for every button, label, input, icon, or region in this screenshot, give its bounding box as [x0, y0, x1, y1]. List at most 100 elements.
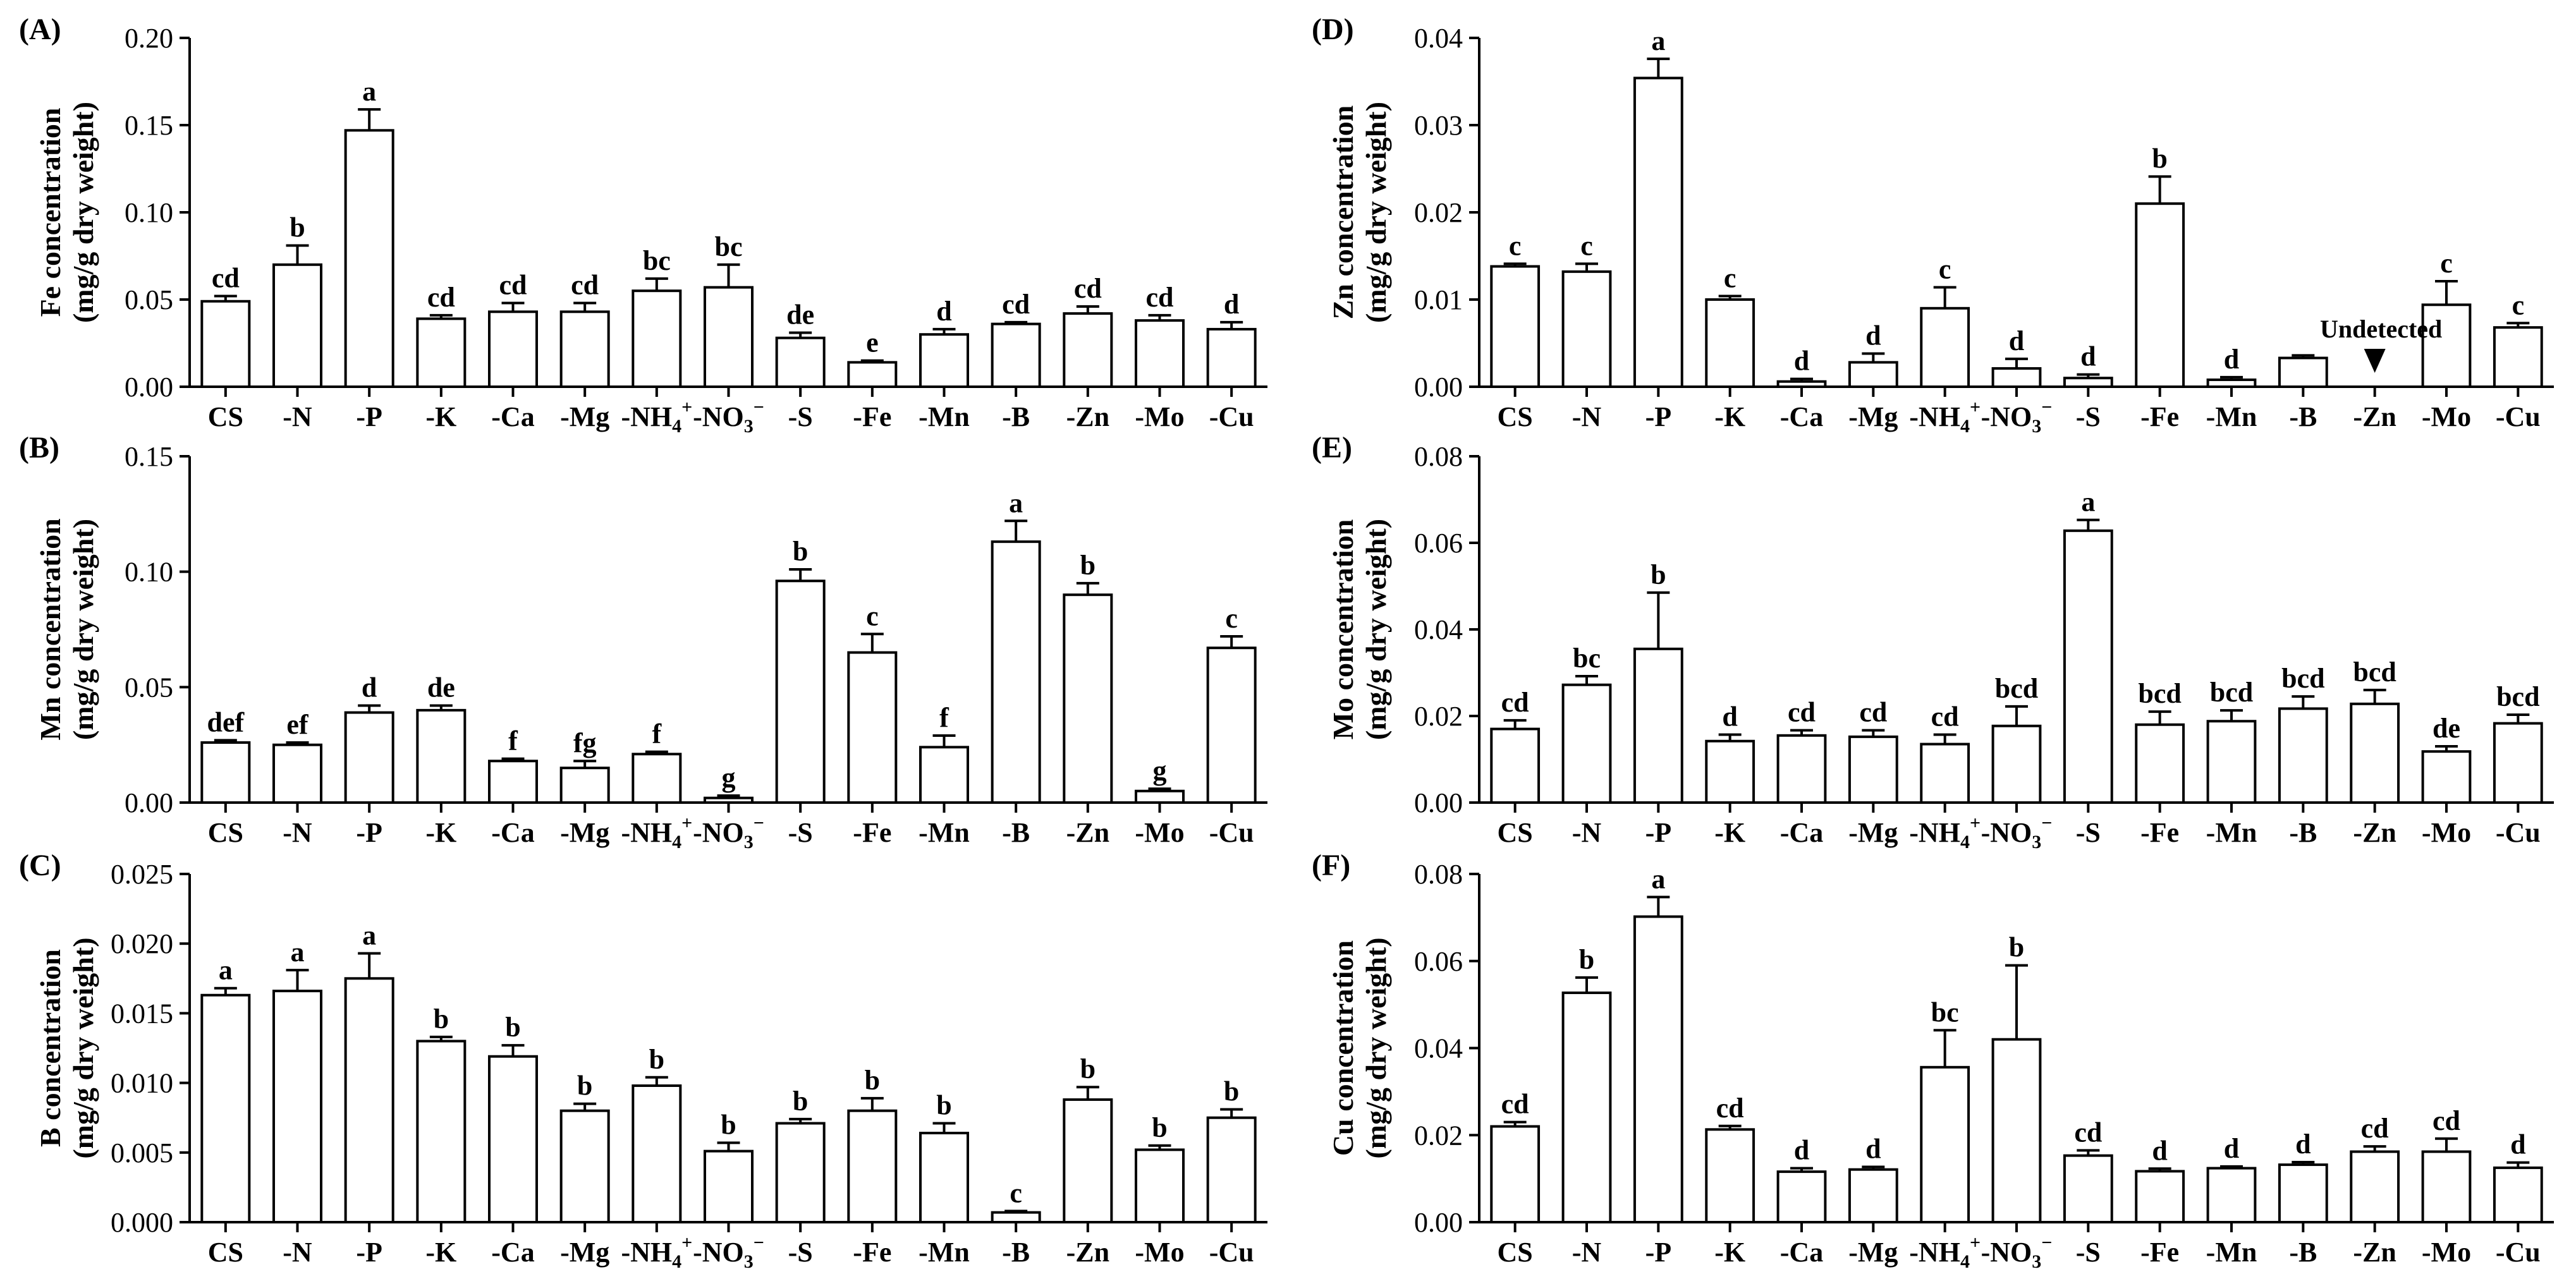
x-tick-label: -Mo	[2422, 401, 2471, 432]
significance-letter: bcd	[1995, 673, 2038, 704]
x-tick-label: -S	[2076, 401, 2101, 432]
y-tick-label: 0.20	[125, 23, 173, 54]
bar	[2135, 1170, 2185, 1224]
bar	[1991, 367, 2042, 389]
significance-letter: cd	[1859, 697, 1887, 728]
significance-letter: a	[291, 937, 305, 968]
significance-letter: a	[1651, 25, 1665, 56]
undetected-note: Undetected	[2320, 315, 2442, 343]
y-axis-title: (mg/g dry weight)	[67, 102, 99, 323]
y-tick-label: 0.015	[111, 998, 173, 1029]
y-axis-title: Zn concentration	[1327, 106, 1359, 320]
significance-letter: b	[1080, 550, 1096, 581]
x-tick-label: -P	[1645, 401, 1672, 432]
significance-letter: b	[1152, 1112, 1167, 1143]
significance-letter: bcd	[2210, 677, 2253, 708]
y-tick-label: 0.005	[111, 1137, 173, 1168]
significance-letter: b	[649, 1044, 664, 1075]
significance-letter: bc	[715, 231, 743, 262]
significance-letter: c	[2512, 289, 2525, 320]
significance-letter: cd	[1501, 687, 1529, 718]
x-tick-label: -Cu	[2496, 817, 2541, 848]
significance-letter: d	[2224, 344, 2239, 375]
significance-letter: d	[2510, 1129, 2525, 1160]
x-tick-label: -N	[283, 1237, 312, 1268]
y-axis-title: Mn concentration	[34, 518, 66, 740]
x-tick-label: -Mg	[1848, 817, 1898, 848]
y-tick-label: 0.025	[111, 859, 173, 890]
x-tick-label: -Ca	[1780, 1237, 1823, 1268]
x-tick-label: -S	[788, 1237, 813, 1268]
bar	[2063, 529, 2113, 804]
x-tick-label: -Zn	[1066, 401, 1109, 432]
x-tick-label: -Fe	[853, 401, 891, 432]
bar	[2421, 750, 2472, 804]
x-tick-label: -Ca	[1780, 401, 1823, 432]
x-tick-label: -K	[1714, 401, 1745, 432]
significance-letter: cd	[1931, 701, 1959, 732]
significance-letter: bc	[1573, 643, 1601, 674]
x-tick-label: -Cu	[2496, 1237, 2541, 1268]
bar	[487, 1055, 539, 1223]
significance-letter: d	[2152, 1135, 2167, 1166]
x-tick-label: -Fe	[2140, 817, 2179, 848]
x-tick-label: -B	[1002, 1237, 1030, 1268]
significance-letter: g	[1153, 755, 1167, 786]
bar	[1776, 380, 1827, 388]
chart-panel-f: (F) Cu concentration (mg/g dry weight) 0.00…	[1312, 849, 2554, 1272]
bar	[1206, 327, 1257, 388]
bar	[1920, 1065, 1970, 1224]
y-tick-label: 0.08	[1414, 859, 1463, 890]
bar	[416, 1040, 467, 1223]
significance-letter: d	[1794, 1135, 1809, 1166]
y-axis-title: (mg/g dry weight)	[1360, 102, 1392, 323]
significance-letter: bcd	[2281, 663, 2324, 694]
bar	[632, 753, 682, 804]
significance-letter: b	[793, 1086, 808, 1117]
significance-letter: def	[207, 707, 245, 737]
x-tick-label: -Zn	[1066, 1237, 1109, 1268]
x-tick-label: -Mo	[2422, 1237, 2471, 1268]
bar	[775, 336, 826, 388]
bar	[847, 361, 898, 388]
bar	[2421, 1150, 2472, 1223]
significance-letter: d	[2295, 1129, 2310, 1160]
bar	[1633, 915, 1683, 1224]
x-tick-label: -Mo	[1135, 1237, 1184, 1268]
significance-letter: fg	[573, 727, 597, 758]
bar	[559, 1109, 610, 1224]
x-tick-label: -NH4+	[621, 397, 692, 437]
bar	[1134, 789, 1185, 804]
bar	[200, 300, 251, 389]
panel-label: (B)	[19, 431, 59, 464]
significance-letter: b	[721, 1109, 736, 1140]
y-axis-title: (mg/g dry weight)	[67, 519, 99, 740]
significance-letter: a	[219, 955, 233, 986]
x-tick-label: -Mn	[919, 1237, 970, 1268]
x-tick-label: -Mg	[560, 817, 609, 848]
significance-letter: de	[427, 672, 455, 703]
y-tick-label: 0.000	[111, 1207, 173, 1238]
x-tick-label: -P	[356, 817, 382, 848]
x-tick-label: -Zn	[1066, 817, 1109, 848]
bar	[487, 310, 539, 389]
bar	[703, 1150, 754, 1223]
panel-label: (F)	[1312, 849, 1350, 882]
bar	[1561, 270, 1612, 388]
x-tick-label: -S	[2076, 1237, 2101, 1268]
significance-letter: b	[793, 536, 808, 567]
bar	[344, 711, 394, 804]
x-tick-label: -K	[425, 1237, 456, 1268]
x-tick-label: -NO3−	[1981, 397, 2053, 437]
y-tick-label: 0.00	[1414, 372, 1463, 403]
bar	[1705, 739, 1755, 804]
significance-letter: bc	[643, 245, 671, 276]
y-tick-label: 0.04	[1414, 1033, 1463, 1064]
chart-panel-d: (D) Zn concentration (mg/g dry weight) 0.00…	[1312, 13, 2554, 437]
panel-label: (D)	[1312, 13, 1354, 46]
significance-letter: d	[2009, 325, 2024, 356]
x-tick-label: -K	[1714, 1237, 1745, 1268]
significance-letter: a	[2081, 487, 2095, 518]
bar	[2278, 707, 2328, 804]
